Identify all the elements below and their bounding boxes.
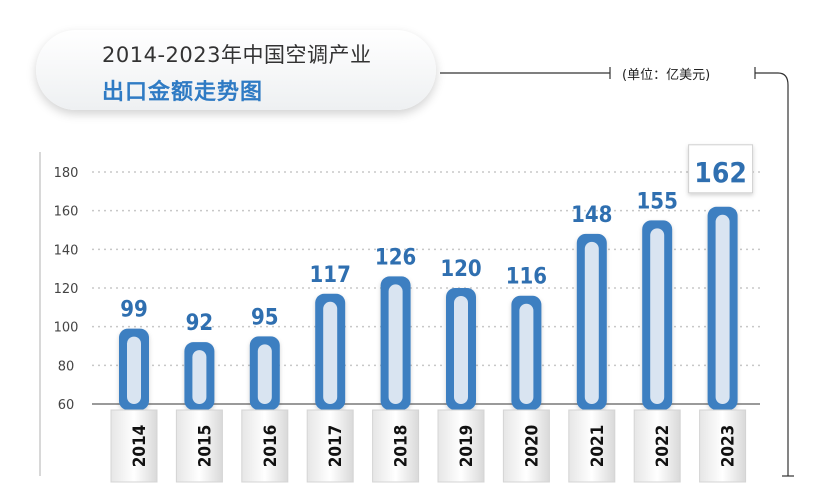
y-ticks: 60 80 100 120 140 160 180: [54, 166, 79, 413]
x-tick-label: 2014: [130, 425, 150, 468]
data-label: 155: [637, 189, 678, 214]
data-label: 117: [310, 263, 351, 288]
data-label: 92: [186, 311, 214, 336]
x-tick-label: 2016: [261, 425, 281, 468]
data-label: 120: [440, 257, 481, 282]
x-ticks: 2014 2015 2016 2017 2018 2019 2020 2021 2022 2023: [110, 409, 747, 483]
bar-inner: [715, 214, 730, 404]
bar-inner: [519, 303, 534, 404]
bar-base: [241, 409, 289, 483]
unit-bracket: [440, 67, 794, 477]
x-tick-label: 2017: [326, 425, 346, 468]
data-label: 162: [694, 156, 747, 189]
data-label: 126: [375, 245, 416, 270]
x-tick-label: 2023: [719, 425, 739, 468]
bar-base: [568, 409, 616, 483]
bar-inner: [323, 301, 338, 404]
chart-subtitle: 出口金额走势图: [102, 80, 264, 105]
bars: [119, 206, 738, 410]
y-tick-label: 80: [58, 359, 75, 374]
bar-base: [372, 409, 420, 483]
bar-base: [175, 409, 223, 483]
title-box: 2014-2023年中国空调产业 出口金额走势图: [36, 30, 436, 110]
x-tick-label: 2022: [653, 425, 673, 468]
bar-inner: [388, 284, 403, 404]
bar-inner: [192, 350, 207, 404]
value-labels: 99 92 95 117 126 120 116 148 155 162: [120, 144, 754, 336]
x-tick-label: 2019: [457, 425, 477, 468]
data-label: 95: [251, 305, 279, 330]
x-tick-label: 2015: [195, 425, 215, 468]
bar-inner: [650, 228, 665, 404]
y-tick-label: 100: [54, 321, 79, 336]
bar-inner: [127, 336, 141, 404]
highlight-box: [688, 144, 754, 194]
bar-inner: [454, 296, 468, 404]
chart-title: 2014-2023年中国空调产业: [102, 43, 372, 67]
bar-base: [699, 409, 747, 483]
bar-base: [110, 409, 158, 483]
data-label: 116: [506, 265, 547, 290]
y-tick-label: 60: [58, 398, 75, 413]
bar-base: [306, 409, 354, 483]
x-tick-label: 2018: [392, 425, 412, 468]
x-tick-label: 2021: [588, 425, 608, 468]
x-tick-label: 2020: [522, 425, 542, 468]
y-tick-label: 140: [54, 243, 79, 258]
bar-base: [502, 409, 550, 483]
y-tick-label: 120: [54, 282, 79, 297]
y-tick-label: 180: [54, 166, 79, 181]
data-label: 99: [120, 298, 148, 323]
y-tick-label: 160: [54, 205, 79, 220]
data-label: 148: [571, 203, 612, 228]
bar-inner: [584, 241, 599, 404]
unit-label: (单位：亿美元): [622, 68, 711, 83]
bar-base: [633, 409, 681, 483]
bar-inner: [257, 344, 272, 404]
bar-base: [437, 409, 485, 483]
